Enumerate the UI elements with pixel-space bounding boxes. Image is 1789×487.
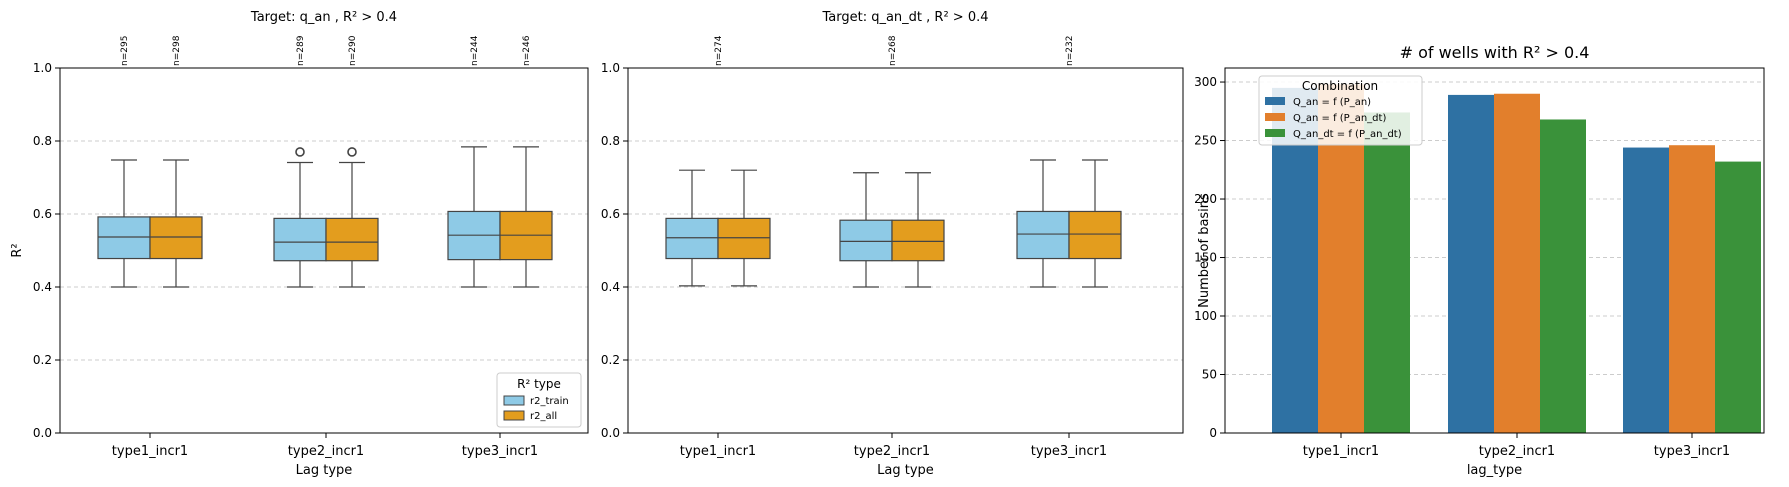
count-label: n=274 — [714, 35, 724, 66]
y-tick-label: 0 — [1209, 426, 1217, 440]
box-r2_train — [1016, 210, 1070, 260]
x-tick-label: type2_incr1 — [1479, 444, 1555, 459]
y-tick-label: 50 — [1202, 368, 1217, 382]
count-label: n=290 — [348, 35, 358, 66]
y-tick-label: 0.0 — [601, 426, 620, 440]
count-label: n=298 — [172, 35, 182, 66]
box-r2_all — [325, 217, 379, 262]
legend-label: Q_an_dt = f (P_an_dt) — [1293, 129, 1402, 140]
bar-2 — [1364, 112, 1410, 433]
count-label: n=289 — [296, 35, 306, 66]
count-label: n=295 — [120, 36, 130, 66]
legend-swatch — [503, 410, 525, 421]
bar-1 — [1669, 145, 1715, 433]
box-r2_train — [273, 217, 327, 262]
legend: R² type r2_train r2_all — [496, 372, 582, 428]
outlier-point — [347, 147, 357, 157]
y-tick-label: 0.6 — [33, 207, 52, 221]
axes-frame — [1224, 67, 1765, 434]
x-tick-label: type1_incr1 — [112, 444, 188, 459]
x-axis-label: lag_type — [1467, 463, 1522, 478]
chart-title: Target: q_an_dt , R² > 0.4 — [821, 10, 988, 25]
y-tick-label: 0.4 — [601, 280, 620, 294]
legend: Combination Q_an = f (P_an) Q_an = f (P_an… — [1258, 75, 1423, 146]
box-r2_all — [717, 217, 771, 260]
y-tick-label: 0.8 — [33, 134, 52, 148]
y-tick-label: 0.4 — [33, 280, 52, 294]
y-tick-label: 0.2 — [601, 353, 620, 367]
x-tick-label: type1_incr1 — [1303, 444, 1379, 459]
legend-swatch — [503, 395, 525, 406]
x-tick-label: type2_incr1 — [854, 444, 930, 459]
count-label: n=232 — [1065, 36, 1075, 66]
legend-title: R² type — [517, 377, 561, 391]
x-axis-label: Lag type — [296, 463, 353, 478]
y-axis-label: R² — [10, 243, 25, 257]
chart-title: # of wells with R² > 0.4 — [1400, 43, 1590, 62]
x-tick-label: type2_incr1 — [288, 444, 364, 459]
box-r2_all — [1068, 210, 1122, 260]
panel-3: 0 50 100 150 200 250 300 # of wells with R² > 0… — [1194, 43, 1765, 478]
legend-title: Combination — [1302, 79, 1378, 93]
legend-swatch — [1265, 129, 1285, 137]
bar-0 — [1448, 94, 1494, 434]
y-tick-label: 250 — [1194, 134, 1217, 148]
bar-2 — [1715, 161, 1761, 434]
x-tick-label: type3_incr1 — [1654, 444, 1730, 459]
y-tick-label: 1.0 — [601, 61, 620, 75]
y-tick-label: 0.8 — [601, 134, 620, 148]
y-axis-label: Number of basins — [1197, 193, 1212, 308]
x-tick-label: type3_incr1 — [462, 444, 538, 459]
y-tick-label: 0.2 — [33, 353, 52, 367]
bar-1 — [1494, 93, 1540, 433]
axes-frame — [59, 67, 589, 434]
y-tick-label: 300 — [1194, 75, 1217, 89]
y-tick-label: 0.0 — [33, 426, 52, 440]
panel-2: 0.0 0.2 0.4 0.6 0.8 1.0 Target: q_an_dt , R² >… — [601, 10, 1184, 478]
legend-label: Q_an = f (P_an) — [1293, 97, 1371, 108]
y-tick-label: 0.6 — [601, 207, 620, 221]
y-tick-label: 200 — [1194, 192, 1217, 206]
box-r2_train — [665, 217, 719, 260]
box-r2_train — [839, 219, 893, 262]
legend-swatch — [1265, 97, 1285, 105]
legend-label: Q_an = f (P_an_dt) — [1293, 113, 1386, 124]
chart-title: Target: q_an , R² > 0.4 — [250, 10, 397, 25]
x-axis-label: Lag type — [877, 463, 934, 478]
panel-1: 0.0 0.2 0.4 0.6 0.8 1.0 Target: q_an , R² > 0.… — [10, 10, 589, 478]
legend-label: r2_train — [530, 396, 569, 407]
count-label: n=268 — [888, 35, 898, 66]
bar-2 — [1540, 119, 1586, 433]
outlier-point — [295, 147, 305, 157]
axes-frame — [627, 67, 1184, 434]
bar-0 — [1623, 147, 1669, 434]
x-tick-label: type1_incr1 — [680, 444, 756, 459]
y-tick-label: 1.0 — [33, 61, 52, 75]
x-tick-label: type3_incr1 — [1031, 444, 1107, 459]
count-label: n=246 — [522, 35, 532, 66]
box-r2_all — [891, 219, 945, 262]
y-tick-label: 100 — [1194, 309, 1217, 323]
count-label: n=244 — [470, 35, 480, 66]
legend-label: r2_all — [530, 411, 557, 422]
box-r2_train — [97, 216, 151, 260]
y-tick-label: 150 — [1194, 251, 1217, 265]
box-r2_all — [149, 216, 203, 260]
legend-swatch — [1265, 113, 1285, 121]
legend-frame — [1258, 75, 1423, 146]
